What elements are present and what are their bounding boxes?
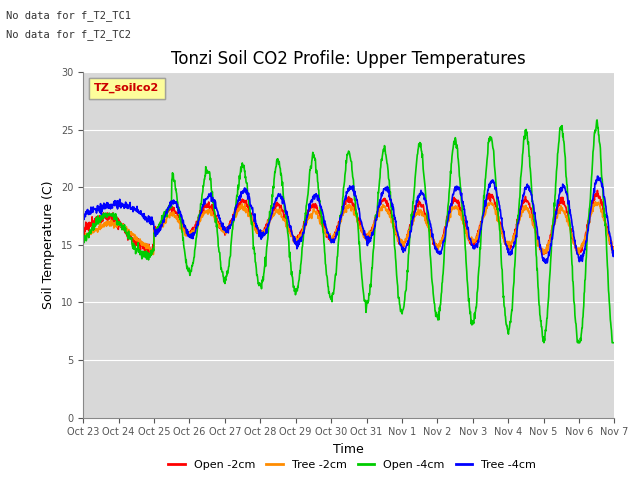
Tree -2cm [184, 231, 192, 237]
Open -2cm [257, 228, 264, 234]
Title: Tonzi Soil CO2 Profile: Upper Temperatures: Tonzi Soil CO2 Profile: Upper Temperatur… [172, 49, 526, 68]
Open -2cm [593, 188, 601, 193]
Open -4cm [548, 238, 556, 244]
Legend: Open -2cm, Tree -2cm, Open -4cm, Tree -4cm: Open -2cm, Tree -2cm, Open -4cm, Tree -4… [164, 456, 540, 474]
Tree -2cm [611, 246, 618, 252]
Tree -4cm [257, 232, 264, 238]
Tree -4cm [500, 234, 508, 240]
Line: Tree -2cm: Tree -2cm [83, 202, 614, 254]
Open -4cm [540, 340, 548, 346]
X-axis label: Time: Time [333, 443, 364, 456]
Open -4cm [79, 236, 87, 241]
Open -2cm [184, 230, 192, 236]
Open -2cm [540, 252, 547, 257]
Tree -2cm [198, 212, 205, 218]
Open -4cm [593, 117, 601, 123]
Open -4cm [184, 268, 192, 274]
Tree -2cm [431, 242, 439, 248]
Tree -2cm [591, 199, 599, 204]
Open -2cm [611, 249, 618, 255]
Open -4cm [611, 340, 618, 346]
Open -4cm [500, 304, 508, 310]
Tree -4cm [593, 173, 601, 179]
Open -4cm [431, 308, 439, 314]
Tree -4cm [184, 234, 192, 240]
Tree -2cm [547, 233, 555, 239]
Line: Tree -4cm: Tree -4cm [83, 176, 614, 263]
Open -4cm [257, 283, 264, 288]
Open -2cm [79, 226, 87, 231]
Tree -2cm [575, 252, 583, 257]
Legend: TZ_soilco2: TZ_soilco2 [89, 78, 165, 99]
Open -2cm [198, 208, 205, 214]
Tree -4cm [79, 214, 87, 219]
Tree -4cm [198, 209, 205, 215]
Text: No data for f_T2_TC2: No data for f_T2_TC2 [6, 29, 131, 40]
Open -4cm [198, 201, 205, 206]
Line: Open -2cm: Open -2cm [83, 191, 614, 254]
Tree -4cm [541, 260, 549, 266]
Tree -4cm [611, 253, 618, 259]
Tree -4cm [548, 235, 556, 241]
Y-axis label: Soil Temperature (C): Soil Temperature (C) [42, 180, 56, 309]
Open -2cm [500, 238, 508, 244]
Tree -2cm [79, 236, 87, 241]
Tree -2cm [257, 229, 264, 235]
Open -2cm [548, 227, 556, 233]
Line: Open -4cm: Open -4cm [83, 120, 614, 343]
Tree -2cm [500, 240, 508, 245]
Tree -4cm [431, 246, 439, 252]
Open -2cm [431, 240, 439, 246]
Text: No data for f_T2_TC1: No data for f_T2_TC1 [6, 10, 131, 21]
